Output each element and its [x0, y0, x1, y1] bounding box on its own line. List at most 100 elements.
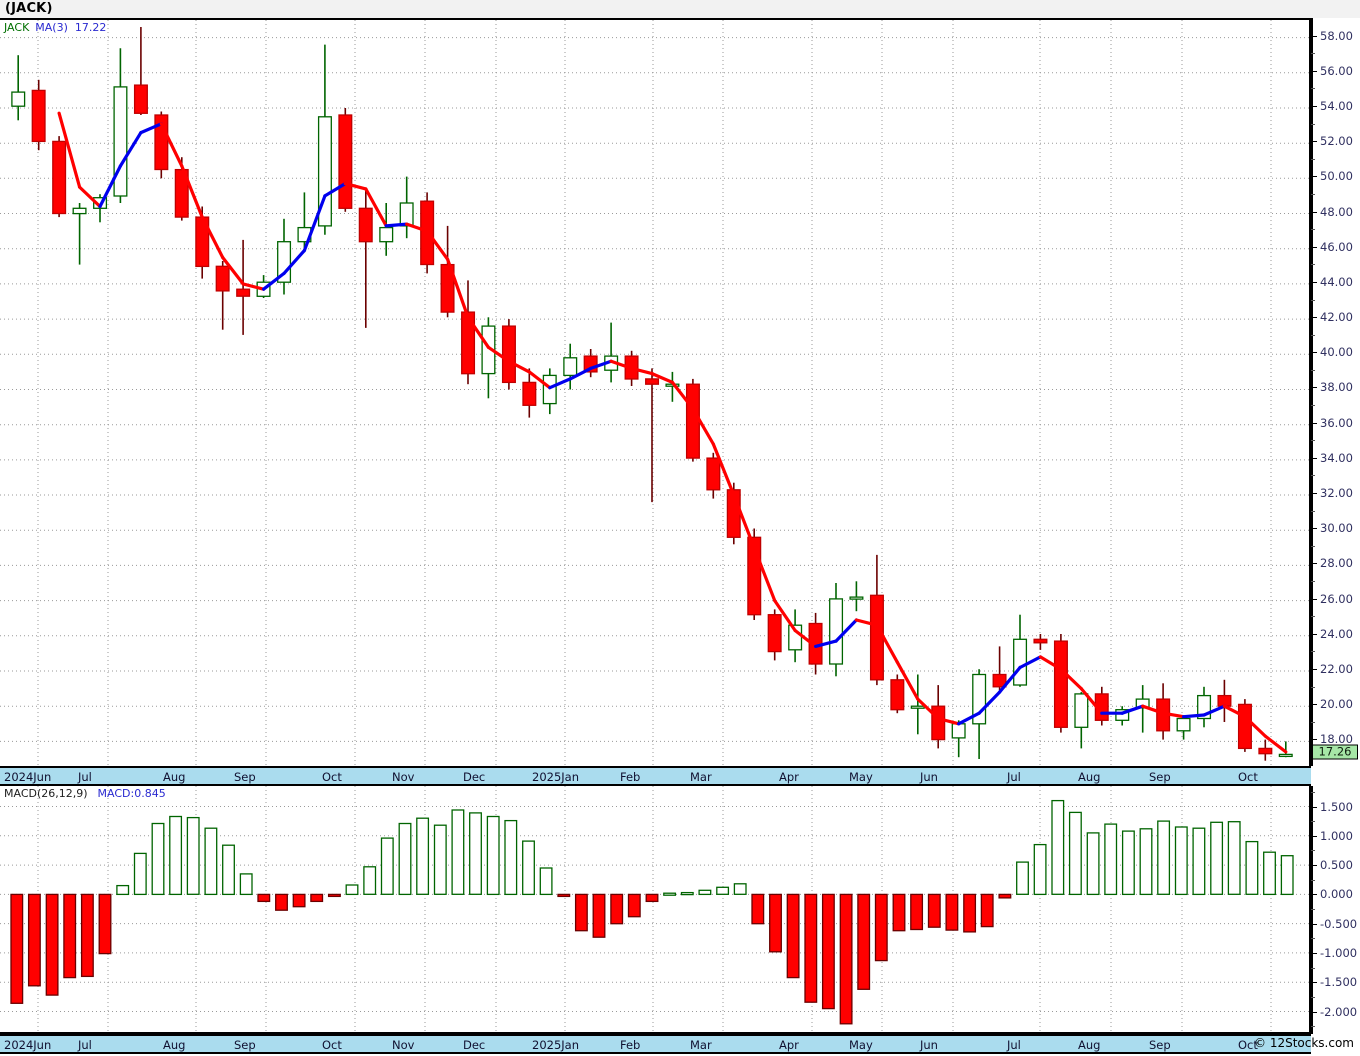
axis-tick-label: -1.500 — [1320, 975, 1358, 990]
x-axis-label: 2024Jun — [4, 770, 52, 784]
copyright-credit: © 12Stocks.com — [1254, 1036, 1354, 1050]
axis-tick-mark — [1311, 704, 1317, 706]
macd-chart-panel[interactable]: MACD(26,12,9) MACD:0.845 — [0, 786, 1311, 1034]
price-plot-area[interactable] — [0, 20, 1309, 766]
axis-tick-mark — [1311, 982, 1317, 984]
x-axis-label: Jul — [78, 1038, 92, 1052]
axis-tick-label: 44.00 — [1320, 274, 1353, 289]
axis-tick-label: 48.00 — [1320, 204, 1353, 219]
axis-tick-mark — [1311, 493, 1317, 495]
axis-minor-tick — [1311, 405, 1315, 407]
axis-tick-label: 0.500 — [1320, 858, 1353, 873]
axis-tick-mark — [1311, 598, 1317, 600]
last-price-badge: 17.26 — [1312, 744, 1358, 760]
axis-tick-label: 26.00 — [1320, 591, 1353, 606]
axis-minor-tick — [1311, 791, 1315, 793]
macd-histogram-svg — [0, 786, 1309, 1032]
axis-tick-mark — [1311, 141, 1317, 143]
x-axis-top: 2024Jun Jul Aug Sep Oct Nov Dec 2025Jan Feb Mar Ap… — [0, 766, 1311, 786]
axis-minor-tick — [1311, 229, 1315, 231]
axis-tick-label: 46.00 — [1320, 239, 1353, 254]
axis-tick-mark — [1311, 105, 1317, 107]
x-axis-label: Aug — [163, 1038, 186, 1052]
axis-tick-label: 1.500 — [1320, 799, 1353, 814]
x-axis-bottom: 2024Jun Jul Aug Sep Oct Nov Dec 2025Jan Feb Mar Ap… — [0, 1034, 1311, 1054]
x-axis-label: Jun — [920, 1038, 938, 1052]
axis-tick-mark — [1311, 70, 1317, 72]
macd-legend-label: MACD(26,12,9) — [4, 787, 88, 800]
x-axis-label: May — [849, 1038, 873, 1052]
x-axis-label: 2024Jun — [4, 1038, 52, 1052]
axis-tick-mark — [1311, 952, 1317, 954]
axis-tick-label: 22.00 — [1320, 661, 1353, 676]
x-axis-label: Feb — [620, 770, 641, 784]
axis-tick-label: 30.00 — [1320, 521, 1353, 536]
macd-y-axis: 1.500 1.000 0.500 0.000 -0.500 -1.000 -1.500 -2… — [1311, 786, 1360, 1034]
axis-minor-tick — [1311, 123, 1315, 125]
axis-tick-mark — [1311, 668, 1317, 670]
axis-tick-label: 24.00 — [1320, 626, 1353, 641]
axis-tick-mark — [1311, 176, 1317, 178]
axis-tick-mark — [1311, 352, 1317, 354]
axis-minor-tick — [1311, 545, 1315, 547]
axis-tick-label: 18.00 — [1320, 732, 1353, 747]
axis-minor-tick — [1311, 996, 1315, 998]
axis-minor-tick — [1311, 53, 1315, 55]
axis-minor-tick — [1311, 510, 1315, 512]
price-legend: JACK MA(3) 17.22 — [4, 21, 106, 34]
x-axis-label: Dec — [463, 770, 486, 784]
x-axis-label: May — [849, 770, 873, 784]
axis-tick-label: 54.00 — [1320, 98, 1353, 113]
x-axis-label: Aug — [163, 770, 186, 784]
axis-minor-tick — [1311, 721, 1315, 723]
axis-minor-tick — [1311, 193, 1315, 195]
price-chart-panel[interactable]: JACK MA(3) 17.22 — [0, 18, 1311, 766]
x-axis-label: Jul — [1007, 770, 1021, 784]
axis-minor-tick — [1311, 616, 1315, 618]
axis-tick-label: 32.00 — [1320, 486, 1353, 501]
x-axis-label: Sep — [1149, 770, 1171, 784]
x-axis-label: Oct — [1238, 770, 1258, 784]
axis-tick-label: -0.500 — [1320, 916, 1358, 931]
title-bar: (JACK) — [0, 0, 1360, 18]
legend-value: 17.22 — [74, 21, 107, 34]
axis-tick-mark — [1311, 281, 1317, 283]
axis-tick-mark — [1311, 387, 1317, 389]
axis-minor-tick — [1311, 850, 1315, 852]
x-axis-label: Jul — [78, 770, 92, 784]
x-axis-label: Apr — [779, 770, 799, 784]
axis-tick-label: 20.00 — [1320, 697, 1353, 712]
legend-indicator: MA(3) — [35, 21, 68, 34]
axis-tick-mark — [1311, 633, 1317, 635]
axis-tick-mark — [1311, 835, 1317, 837]
x-axis-label: Mar — [690, 770, 712, 784]
price-y-axis: 17.26 58.00 56.00 54.00 52.00 50.00 48.00 46.0… — [1311, 18, 1360, 766]
x-axis-label: Oct — [322, 770, 342, 784]
axis-minor-tick — [1311, 581, 1315, 583]
axis-tick-mark — [1311, 211, 1317, 213]
x-axis-label: Sep — [234, 770, 256, 784]
x-axis-label: Nov — [392, 770, 415, 784]
axis-tick-mark — [1311, 1011, 1317, 1013]
axis-minor-tick — [1311, 475, 1315, 477]
axis-tick-mark — [1311, 563, 1317, 565]
axis-minor-tick — [1311, 1026, 1315, 1028]
axis-tick-mark — [1311, 528, 1317, 530]
macd-plot-area[interactable] — [0, 786, 1309, 1032]
axis-tick-mark — [1311, 457, 1317, 459]
axis-minor-tick — [1311, 158, 1315, 160]
axis-tick-label: 42.00 — [1320, 310, 1353, 325]
axis-minor-tick — [1311, 879, 1315, 881]
axis-minor-tick — [1311, 909, 1315, 910]
axis-minor-tick — [1311, 88, 1315, 90]
axis-minor-tick — [1311, 938, 1315, 940]
axis-minor-tick — [1311, 369, 1315, 371]
axis-tick-label: 28.00 — [1320, 556, 1353, 571]
page-title: (JACK) — [5, 1, 53, 16]
axis-tick-label: 34.00 — [1320, 450, 1353, 465]
x-axis-label: Jul — [1007, 1038, 1021, 1052]
axis-tick-mark — [1311, 246, 1317, 248]
axis-minor-tick — [1311, 299, 1315, 301]
x-axis-label: Aug — [1078, 1038, 1101, 1052]
